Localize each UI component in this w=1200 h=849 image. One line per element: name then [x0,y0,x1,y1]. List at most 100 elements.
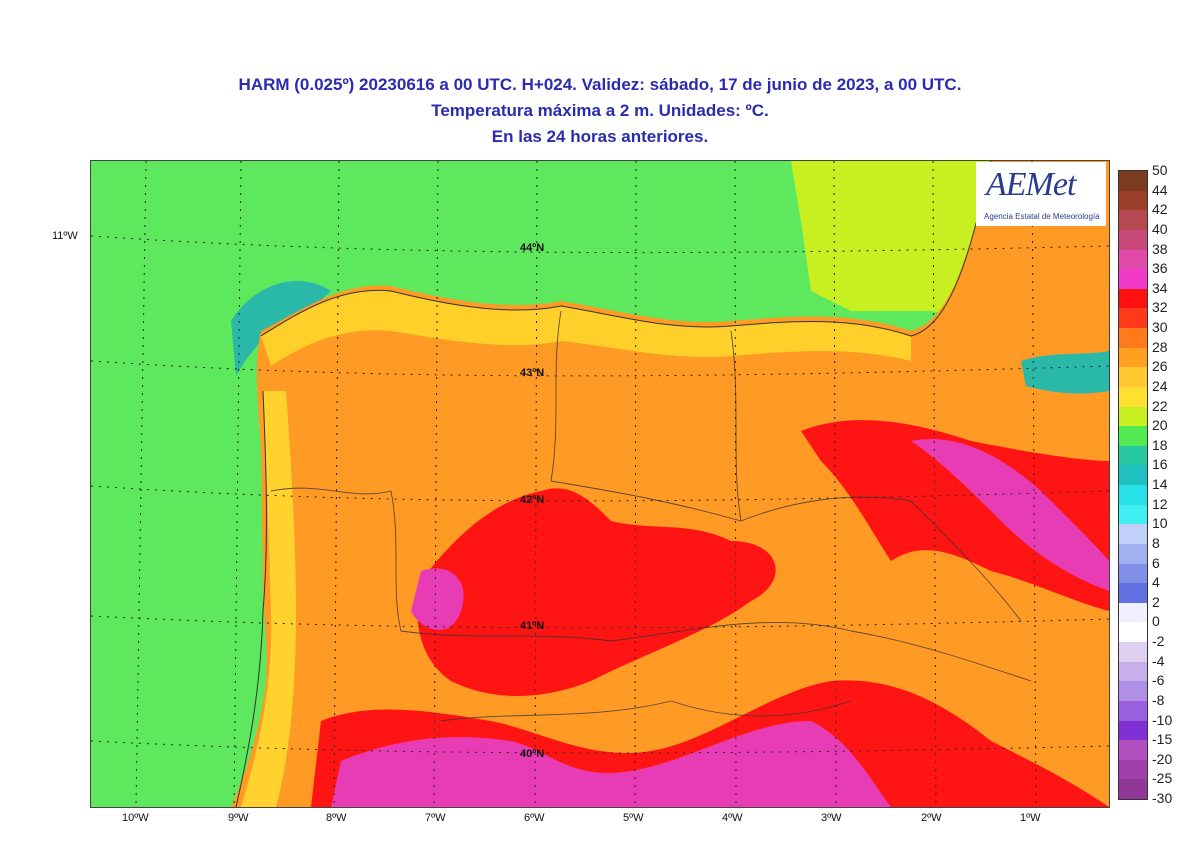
colorbar-segment [1119,563,1147,584]
lon-label-6w: 6ºW [524,812,545,824]
lat-label-42: 42ºN [520,494,545,506]
logo-wordmark: AEMet [986,166,1076,203]
lon-label-7w: 7ºW [425,812,446,824]
graticule [91,161,1109,807]
lon-label-8w: 8ºW [326,812,347,824]
colorbar-tick-label: 14 [1152,476,1168,492]
colorbar-tick-label: 6 [1152,554,1160,571]
title-line-2: Temperatura máxima a 2 m. Unidades: ºC. [431,101,769,120]
west-coastline [235,390,267,807]
colorbar-tick-label: 4 [1152,574,1160,591]
red-east [801,420,1109,611]
colorbar-tick-label: 16 [1152,456,1168,473]
title-line-3: En las 24 horas anteriores. [491,127,709,146]
colorbar-segment [1119,328,1147,348]
colorbar-segment [1119,406,1147,427]
colorbar-tick-label: 2 [1152,593,1160,610]
colorbar-segment [1119,485,1147,505]
colorbar-tick-label: 22 [1152,397,1168,414]
lon-label-4w: 4ºW [722,812,743,824]
lat-label-41: 41ºN [520,620,545,632]
colorbar-tick-label: 36 [1152,260,1168,277]
red-central [417,488,776,696]
colorbar-tick-label: -2 [1152,633,1165,649]
magenta-east [911,439,1109,591]
colorbar-tick-label: -6 [1152,672,1165,689]
teal-northeast [1021,351,1109,394]
colorbar-tick-label: -15 [1152,731,1173,748]
north-coastline [260,161,992,337]
map-canvas [91,161,1109,807]
colorbar-tick-label: 0 [1152,613,1160,630]
colorbar-tick-label: 24 [1152,377,1168,394]
colorbar-segment [1119,386,1147,407]
title-line-1: HARM (0.025º) 20230616 a 00 UTC. H+024. … [238,75,962,94]
colorbar-segment [1119,367,1147,388]
colorbar-segment [1119,642,1147,662]
colorbar-tick-label: 38 [1152,240,1168,257]
colorbar-tick-label: 12 [1152,495,1168,512]
temperature-map [90,160,1110,808]
colorbar-tick-label: 18 [1152,436,1168,453]
lon-label-5w: 5ºW [623,812,644,824]
logo-subtitle: Agencia Estatal de Meteorología [984,212,1100,221]
colorbar-tick-label: 26 [1152,358,1168,375]
lat-label-44: 44ºN [520,242,545,254]
colorbar-segment [1119,288,1147,309]
colorbar-segment [1119,583,1147,604]
colorbar-segment [1119,190,1147,211]
colorbar-tick-label: 40 [1152,220,1168,237]
colorbar-segment [1119,465,1147,486]
colorbar-tick-label: 30 [1152,319,1168,335]
region-borders [270,310,1032,722]
colorbar-segment [1119,426,1147,447]
colorbar-tick-label: 50 [1152,162,1168,178]
lon-label-1w: 1ºW [1020,812,1041,824]
magenta-south [331,721,891,807]
colorbar-segment [1119,720,1147,741]
aemet-logo: AEMet Agencia Estatal de Meteorología [976,162,1106,226]
lat-label-43: 43ºN [520,367,545,379]
colorbar-segment [1119,171,1147,191]
colorbar-segment [1119,681,1147,702]
yellow-band [261,290,911,366]
colorbar-segment [1119,602,1147,623]
colorbar-tick-label: -4 [1152,652,1165,669]
lat-label-40: 40ºN [520,748,545,760]
colorbar-tick-label: -30 [1152,790,1173,806]
colorbar-tick-label: 32 [1152,299,1168,316]
colorbar-tick-label: 10 [1152,515,1168,532]
colorbar-tick-label: -25 [1152,770,1173,787]
colorbar-segment [1119,759,1147,780]
map-title: HARM (0.025º) 20230616 a 00 UTC. H+024. … [0,72,1200,150]
colorbar-tick-label: -20 [1152,750,1173,767]
lon-label-3w: 3ºW [821,812,842,824]
colorbar-segment [1119,229,1147,250]
colorbar-tick-label: 8 [1152,534,1160,551]
colorbar-segment [1119,249,1147,270]
colorbar-segment [1119,210,1147,231]
colorbar-tick-label: -8 [1152,691,1165,708]
colorbar-tick-label: -10 [1152,711,1173,728]
colorbar-segment [1119,740,1147,761]
colorbar-tick-label: 20 [1152,417,1168,434]
lon-label-10w: 10ºW [122,812,149,824]
colorbar-segment [1119,543,1147,564]
colorbar-tick-label: 28 [1152,338,1168,355]
yellow-west [241,391,296,807]
colorbar-segment [1119,445,1147,466]
colorbar-tick-label: 34 [1152,279,1168,296]
corner-longitude-label: 11ºW [52,230,78,242]
magenta-west [411,568,464,630]
colorbar-segment [1119,700,1147,721]
colorbar-segment [1119,269,1147,290]
colorbar-segment [1119,504,1147,525]
colorbar-segment [1119,524,1147,545]
colorbar-segment [1119,347,1147,368]
colorbar-tick-label: 44 [1152,181,1168,198]
lon-label-2w: 2ºW [921,812,942,824]
colorbar-segment [1119,622,1147,643]
temperature-colorbar [1118,170,1148,800]
colorbar-segment [1119,779,1147,800]
teal-zone [231,281,331,376]
